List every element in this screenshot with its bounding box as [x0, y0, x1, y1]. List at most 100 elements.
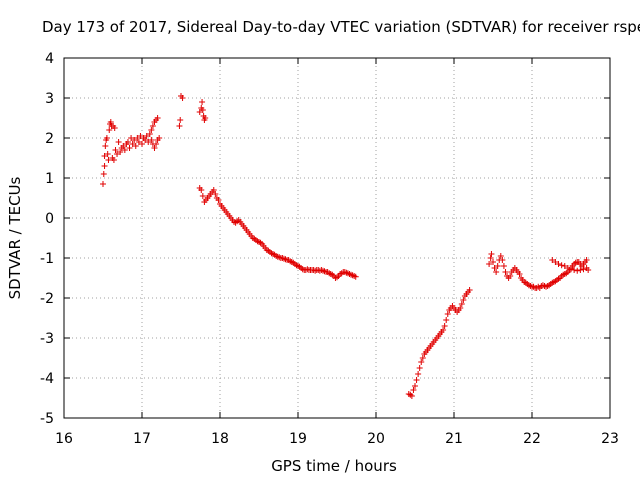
- data-points: [100, 93, 592, 399]
- data-point: [129, 141, 136, 147]
- data-point: [564, 265, 571, 271]
- data-point: [111, 125, 118, 131]
- data-point: [135, 139, 142, 145]
- data-point: [212, 191, 219, 197]
- data-point: [143, 133, 150, 139]
- data-point: [460, 297, 467, 303]
- data-point: [142, 137, 149, 143]
- y-tick-label: -4: [40, 371, 54, 387]
- data-point: [577, 267, 584, 273]
- data-point: [558, 262, 565, 269]
- data-point: [561, 263, 568, 269]
- data-point: [441, 323, 448, 329]
- y-tick-labels: -5 -4 -3 -2 -1 0 1 2 3 4: [40, 51, 54, 427]
- data-point: [101, 153, 108, 159]
- data-point: [410, 387, 417, 393]
- data-point: [549, 257, 556, 263]
- y-tick-label: 4: [45, 51, 54, 67]
- data-point: [568, 266, 574, 273]
- data-point: [177, 117, 184, 123]
- x-tick-label: 23: [601, 431, 619, 447]
- data-point: [486, 261, 493, 267]
- y-tick-label: -2: [40, 291, 54, 307]
- data-point: [440, 327, 447, 333]
- x-tick-label: 19: [289, 431, 307, 447]
- x-tick-label: 22: [523, 431, 541, 447]
- data-point: [412, 383, 418, 389]
- data-point: [121, 147, 128, 153]
- x-tick-label: 18: [211, 431, 229, 447]
- y-tick-label: 0: [45, 211, 54, 227]
- data-point: [139, 141, 145, 147]
- data-point: [106, 127, 113, 133]
- data-point: [304, 266, 311, 273]
- data-point: [413, 377, 420, 383]
- data-point: [408, 393, 415, 399]
- ticks: [63, 57, 611, 419]
- data-point: [105, 157, 112, 163]
- data-point: [494, 263, 501, 269]
- data-point: [493, 269, 500, 275]
- data-point: [466, 287, 473, 293]
- x-axis-label: GPS time / hours: [271, 457, 397, 475]
- data-point: [497, 253, 504, 259]
- plot-frame: [63, 57, 611, 419]
- data-point: [457, 305, 464, 311]
- data-point: [516, 271, 523, 277]
- data-point: [128, 135, 135, 141]
- data-point: [134, 135, 141, 141]
- data-point: [107, 119, 114, 125]
- data-point: [196, 109, 203, 115]
- data-point: [112, 147, 119, 153]
- x-tick-label: 16: [55, 431, 73, 447]
- data-point: [500, 263, 507, 269]
- data-point: [415, 371, 422, 377]
- data-point: [131, 137, 138, 143]
- data-point: [487, 255, 494, 261]
- data-point: [199, 99, 206, 105]
- data-point: [444, 311, 451, 317]
- data-point: [418, 359, 425, 365]
- data-point: [499, 257, 506, 263]
- data-point: [555, 261, 562, 267]
- data-point: [156, 135, 163, 141]
- data-point: [215, 197, 222, 203]
- data-point: [502, 269, 509, 275]
- data-point: [101, 163, 108, 169]
- data-point: [126, 145, 133, 151]
- data-point: [488, 251, 495, 257]
- data-point: [490, 259, 496, 265]
- data-point: [146, 131, 153, 137]
- data-point: [560, 271, 567, 278]
- y-axis-label: SDTVAR / TECUs: [6, 176, 24, 299]
- data-point: [210, 187, 217, 193]
- data-point: [148, 127, 155, 133]
- data-point: [352, 273, 359, 280]
- y-tick-label: -3: [40, 331, 54, 347]
- y-tick-label: 3: [45, 91, 54, 107]
- x-tick-labels: 16 17 18 19 20 21 22 23: [55, 431, 619, 447]
- data-point: [458, 301, 465, 307]
- x-tick-label: 17: [133, 431, 151, 447]
- data-point: [443, 317, 450, 323]
- data-point: [552, 259, 559, 265]
- data-point: [148, 137, 155, 143]
- data-point: [202, 115, 209, 121]
- data-point: [117, 149, 124, 155]
- data-point: [104, 151, 111, 157]
- data-point: [583, 265, 590, 271]
- data-point: [137, 133, 144, 139]
- data-point: [574, 267, 581, 274]
- data-point: [572, 259, 579, 266]
- data-point: [198, 187, 205, 193]
- data-point: [543, 283, 550, 290]
- data-point: [535, 283, 542, 290]
- data-point: [151, 145, 158, 151]
- data-point: [176, 123, 183, 129]
- data-point: [491, 265, 498, 271]
- data-point: [179, 95, 186, 101]
- grid: [64, 58, 610, 418]
- data-point: [563, 270, 570, 277]
- data-point: [102, 143, 109, 149]
- data-point: [199, 107, 206, 113]
